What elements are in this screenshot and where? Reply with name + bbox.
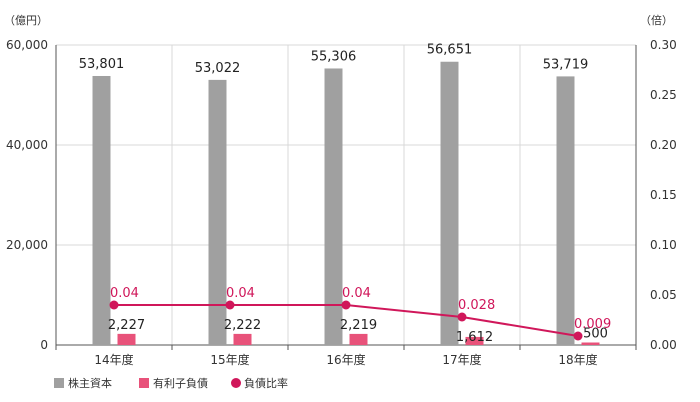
bar-debt: [581, 342, 600, 345]
bar-debt: [349, 333, 368, 345]
ratio-point: [457, 312, 467, 322]
left-axis-unit: （億円）: [4, 14, 48, 27]
ratio-line: [109, 300, 583, 341]
bar-equity: [324, 68, 343, 345]
x-tick-label: 18年度: [558, 352, 597, 367]
data-label-ratio: 0.04: [342, 286, 371, 301]
right-tick-label: 0.30: [650, 38, 677, 52]
bar-debt: [465, 336, 484, 345]
right-tick-label: 0.05: [650, 288, 677, 302]
data-label-debt: 2,222: [224, 318, 261, 333]
ratio-point: [225, 300, 235, 310]
left-tick-label: 40,000: [6, 138, 48, 152]
x-tick-label: 14年度: [94, 352, 133, 367]
left-tick-label: 20,000: [6, 238, 48, 252]
left-tick-label: 60,000: [6, 38, 48, 52]
data-label-debt: 2,227: [108, 318, 145, 333]
data-label-ratio: 0.028: [458, 298, 495, 313]
left-axis-ticks: 0 20,000 40,000 60,000: [6, 38, 48, 352]
legend-swatch-equity: [54, 378, 64, 388]
bar-debt: [233, 333, 252, 345]
data-label-equity: 53,801: [79, 57, 125, 72]
data-label-ratio: 0.04: [226, 286, 255, 301]
ratio-point: [341, 300, 351, 310]
data-label-equity: 56,651: [427, 43, 473, 58]
legend-label-equity: 株主資本: [68, 376, 112, 390]
data-label-equity: 53,022: [195, 61, 241, 76]
bar-equity: [440, 61, 459, 346]
data-label-ratio: 0.04: [110, 286, 139, 301]
right-tick-label: 0.25: [650, 88, 677, 102]
data-label-debt: 2,219: [340, 318, 377, 333]
x-tick-label: 15年度: [210, 352, 249, 367]
data-label-debt: 1,612: [456, 330, 493, 345]
right-tick-label: 0.00: [650, 338, 677, 352]
data-label-equity: 53,719: [543, 57, 589, 72]
data-label-debt: 500: [583, 327, 608, 342]
x-tick-label: 16年度: [326, 352, 365, 367]
ratio-point: [573, 331, 583, 341]
legend-label-ratio: 負債比率: [244, 376, 288, 390]
bar-equity: [556, 76, 575, 345]
right-tick-label: 0.15: [650, 188, 677, 202]
legend-marker-ratio: [231, 378, 241, 388]
gridlines: [56, 44, 636, 345]
legend: 株主資本 有利子負債 負債比率: [54, 376, 288, 390]
right-axis-unit: （倍）: [640, 13, 673, 27]
data-labels: 53,801 2,227 53,022 2,222 55,306 2,219 56,651 1…: [79, 43, 611, 345]
legend-label-debt: 有利子負債: [153, 376, 208, 390]
data-label-equity: 55,306: [311, 49, 357, 64]
ratio-point: [109, 300, 119, 310]
bar-debt: [117, 333, 136, 345]
x-tick-label: 17年度: [442, 352, 481, 367]
bars: [92, 61, 600, 346]
x-axis-ticks: 14年度 15年度 16年度 17年度 18年度: [94, 352, 597, 367]
legend-swatch-debt: [139, 378, 149, 388]
axes: [55, 45, 637, 350]
bar-equity: [208, 79, 227, 345]
data-label-ratio: 0.009: [574, 317, 611, 332]
right-axis-ticks: 0.00 0.05 0.10 0.15 0.20 0.25 0.30: [650, 38, 677, 352]
left-tick-label: 0: [40, 338, 48, 352]
right-tick-label: 0.20: [650, 138, 677, 152]
bar-equity: [92, 75, 111, 346]
right-tick-label: 0.10: [650, 238, 677, 252]
